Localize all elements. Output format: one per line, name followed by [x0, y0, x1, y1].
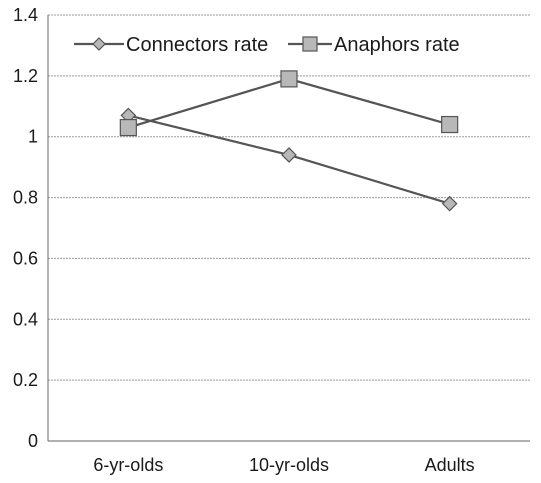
y-tick-labels: 0 0.2 0.4 0.6 0.8 1 1.2 1.4	[13, 5, 38, 451]
legend-connectors-diamond-marker	[92, 37, 106, 51]
x-tick-label: 10-yr-olds	[249, 455, 329, 475]
legend: Connectors rate Anaphors rate	[74, 34, 460, 56]
data-point-square	[280, 70, 298, 88]
y-tick-label: 1	[28, 127, 38, 147]
y-tick-label: 1.4	[13, 5, 38, 25]
series-0	[120, 107, 458, 212]
y-tick-label: 0.4	[13, 309, 38, 329]
series-1	[119, 70, 459, 137]
data-point-square	[441, 115, 459, 134]
x-tick-labels: 6-yr-olds 10-yr-olds Adults	[93, 455, 474, 475]
legend-connectors-label: Connectors rate	[126, 34, 268, 56]
data-point-square	[119, 118, 137, 137]
legend-anaphors-label: Anaphors rate	[334, 34, 460, 56]
y-tick-label: 0.8	[13, 188, 38, 208]
y-tick-label: 0.6	[13, 248, 38, 268]
series	[119, 70, 459, 212]
legend-item-connectors: Connectors rate	[74, 34, 268, 56]
x-tick-label: 6-yr-olds	[93, 455, 163, 475]
y-tick-label: 0.2	[13, 370, 38, 390]
data-point-diamond	[281, 147, 297, 163]
gridlines	[48, 14, 530, 381]
y-tick-label: 0	[28, 431, 38, 451]
legend-anaphors-square-marker	[302, 36, 318, 52]
legend-item-anaphors: Anaphors rate	[288, 34, 460, 56]
y-tick-label: 1.2	[13, 66, 38, 86]
axes	[47, 15, 530, 442]
x-tick-label: Adults	[425, 455, 475, 475]
data-point-diamond	[441, 195, 458, 212]
